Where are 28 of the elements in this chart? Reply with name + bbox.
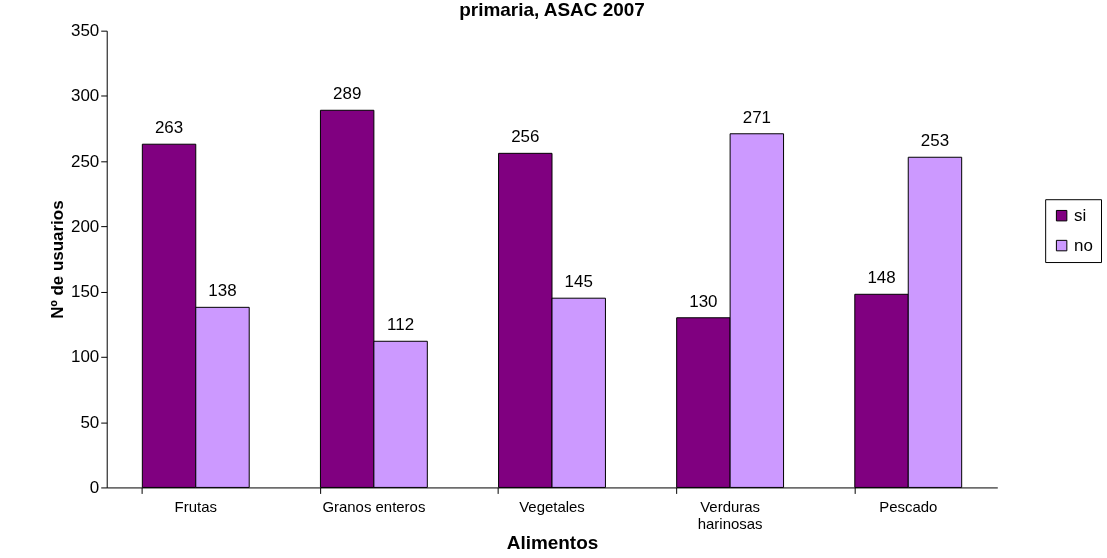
data-label: 256	[511, 127, 540, 147]
legend-label: si	[1074, 205, 1087, 225]
x-tick-label: Vegetales	[519, 497, 585, 515]
x-tick-label: Frutas	[174, 497, 217, 515]
y-tick-label: 300	[70, 86, 100, 106]
y-tick-label: 50	[80, 412, 100, 432]
data-label: 271	[742, 107, 771, 127]
data-label: 130	[689, 291, 718, 311]
x-tick-label: Verduras harinosas	[697, 497, 763, 532]
data-label: 138	[208, 281, 237, 301]
data-label: 253	[920, 131, 950, 151]
x-axis-title: Alimentos	[506, 531, 599, 553]
data-label: 289	[333, 84, 362, 104]
y-tick-label: 350	[70, 21, 100, 41]
data-label: 148	[867, 268, 896, 288]
data-label: 112	[387, 315, 415, 335]
y-tick-label: 200	[70, 216, 100, 236]
x-tick-label: Granos enteros	[322, 497, 426, 515]
chart-title: primaria, ASAC 2007	[459, 0, 645, 20]
y-tick-label: 150	[70, 282, 100, 302]
x-tick-label: Pescado	[879, 497, 938, 515]
y-axis-title: Nº de usuarios	[47, 200, 67, 319]
legend-label: no	[1074, 235, 1093, 255]
y-tick-label: 100	[70, 347, 100, 367]
y-tick-label: 250	[70, 151, 100, 171]
data-label: 145	[564, 272, 593, 292]
data-label: 263	[154, 118, 184, 138]
y-tick-label: 0	[89, 477, 100, 497]
